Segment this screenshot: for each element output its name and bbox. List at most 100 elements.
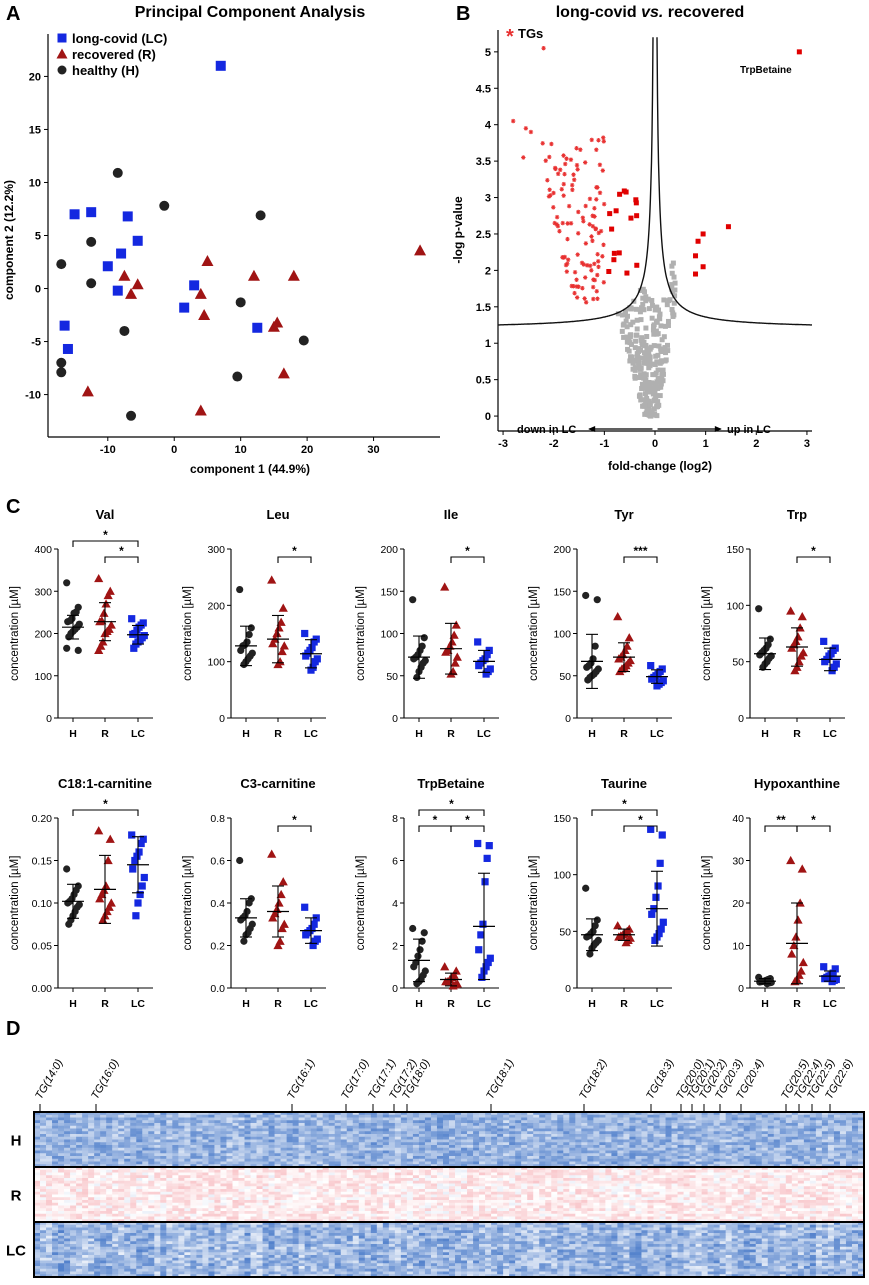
heatmap-cell <box>653 1137 659 1140</box>
heatmap-cell <box>605 1120 611 1123</box>
heatmap-cell <box>852 1131 858 1134</box>
heatmap-cell <box>269 1118 275 1121</box>
volcano-title-part-2: vs. <box>641 4 663 21</box>
heatmap-cell <box>311 1137 317 1140</box>
heatmap-cell <box>178 1123 184 1126</box>
heatmap-cell <box>491 1173 497 1176</box>
volcano-point-tg <box>556 172 560 176</box>
heatmap-cell <box>708 1137 714 1140</box>
volcano-point-tg <box>556 224 560 228</box>
heatmap-cell <box>840 1137 846 1140</box>
heatmap-cell <box>792 1137 798 1140</box>
volcano-x-tick-label: -3 <box>498 438 508 450</box>
heatmap-cell <box>473 1148 479 1151</box>
heatmap-cell <box>76 1134 82 1137</box>
heatmap-cell <box>611 1159 617 1162</box>
heatmap-cell <box>112 1126 118 1129</box>
heatmap-cell <box>293 1131 299 1134</box>
heatmap-cell <box>467 1151 473 1154</box>
heatmap-cell <box>744 1151 750 1154</box>
volcano-point-ns <box>643 326 648 331</box>
heatmap-cell <box>822 1153 828 1156</box>
heatmap-cell <box>269 1175 275 1178</box>
heatmap-cell <box>611 1134 617 1137</box>
heatmap-cell <box>521 1156 527 1159</box>
heatmap-cell <box>599 1151 605 1154</box>
volcano-point-sig <box>628 216 633 221</box>
volcano-point-tg <box>592 206 596 210</box>
heatmap-cell <box>846 1151 852 1154</box>
heatmap-cell <box>64 1162 70 1165</box>
volcano-point-ns <box>633 339 638 344</box>
heatmap-cell <box>305 1173 311 1176</box>
significance-label: * <box>465 813 470 827</box>
heatmap-cell <box>317 1137 323 1140</box>
heatmap-cell <box>792 1145 798 1148</box>
heatmap-cell <box>443 1140 449 1143</box>
heatmap-cell <box>774 1134 780 1137</box>
dotplot-x-tick-label: R <box>101 998 109 1010</box>
heatmap-cell <box>467 1129 473 1132</box>
heatmap-cell <box>581 1140 587 1143</box>
heatmap-cell <box>629 1148 635 1151</box>
heatmap-cell <box>287 1173 293 1176</box>
heatmap-cell <box>846 1173 852 1176</box>
heatmap-cell <box>238 1156 244 1159</box>
heatmap-cell <box>666 1131 672 1134</box>
heatmap-cell <box>449 1142 455 1145</box>
heatmap-cell <box>52 1115 58 1118</box>
heatmap-cell <box>786 1134 792 1137</box>
heatmap-cell <box>238 1151 244 1154</box>
heatmap-cell <box>503 1170 509 1173</box>
heatmap-cell <box>587 1159 593 1162</box>
heatmap-cell <box>232 1134 238 1137</box>
volcano-point-tg <box>565 237 569 241</box>
heatmap-cell <box>245 1173 251 1176</box>
heatmap-cell <box>335 1175 341 1178</box>
heatmap-cell <box>275 1156 281 1159</box>
heatmap-cell <box>305 1145 311 1148</box>
dotplot-y-tick-label: 50 <box>386 671 398 683</box>
heatmap-cell <box>82 1156 88 1159</box>
heatmap-cell <box>611 1120 617 1123</box>
heatmap-cell <box>702 1131 708 1134</box>
heatmap-cell <box>780 1120 786 1123</box>
heatmap-cell <box>353 1137 359 1140</box>
heatmap-cell <box>371 1145 377 1148</box>
heatmap-cell <box>371 1115 377 1118</box>
heatmap-cell <box>593 1153 599 1156</box>
heatmap-cell <box>750 1140 756 1143</box>
heatmap-cell <box>178 1153 184 1156</box>
heatmap-cell <box>708 1156 714 1159</box>
volcano-point-tg <box>591 297 595 301</box>
heatmap-cell <box>245 1131 251 1134</box>
heatmap-cell <box>76 1173 82 1176</box>
volcano-point-tg <box>583 204 587 208</box>
dotplot-y-tick-label: 0.0 <box>210 983 225 995</box>
heatmap-cell <box>672 1134 678 1137</box>
heatmap-cell <box>599 1159 605 1162</box>
heatmap-cell <box>335 1134 341 1137</box>
heatmap-cell <box>479 1129 485 1132</box>
heatmap-cell <box>798 1156 804 1159</box>
dotplot-y-tick-label: 8 <box>392 813 398 825</box>
heatmap-cell <box>780 1148 786 1151</box>
volcano-point-tg <box>601 243 605 247</box>
volcano-point-tg <box>529 130 533 134</box>
heatmap-cell <box>395 1173 401 1176</box>
heatmap-cell <box>172 1126 178 1129</box>
heatmap-cell <box>756 1173 762 1176</box>
heatmap-cell <box>684 1137 690 1140</box>
heatmap-cell <box>178 1175 184 1178</box>
heatmap-cell <box>377 1137 383 1140</box>
heatmap-cell <box>455 1148 461 1151</box>
significance-label: * <box>465 544 470 558</box>
heatmap-cell <box>467 1175 473 1178</box>
heatmap-cell <box>46 1123 52 1126</box>
heatmap-cell <box>401 1145 407 1148</box>
heatmap-cell <box>401 1118 407 1121</box>
heatmap-cell <box>305 1126 311 1129</box>
heatmap-cell <box>154 1148 160 1151</box>
heatmap-cell <box>251 1170 257 1173</box>
heatmap-cell <box>605 1175 611 1178</box>
